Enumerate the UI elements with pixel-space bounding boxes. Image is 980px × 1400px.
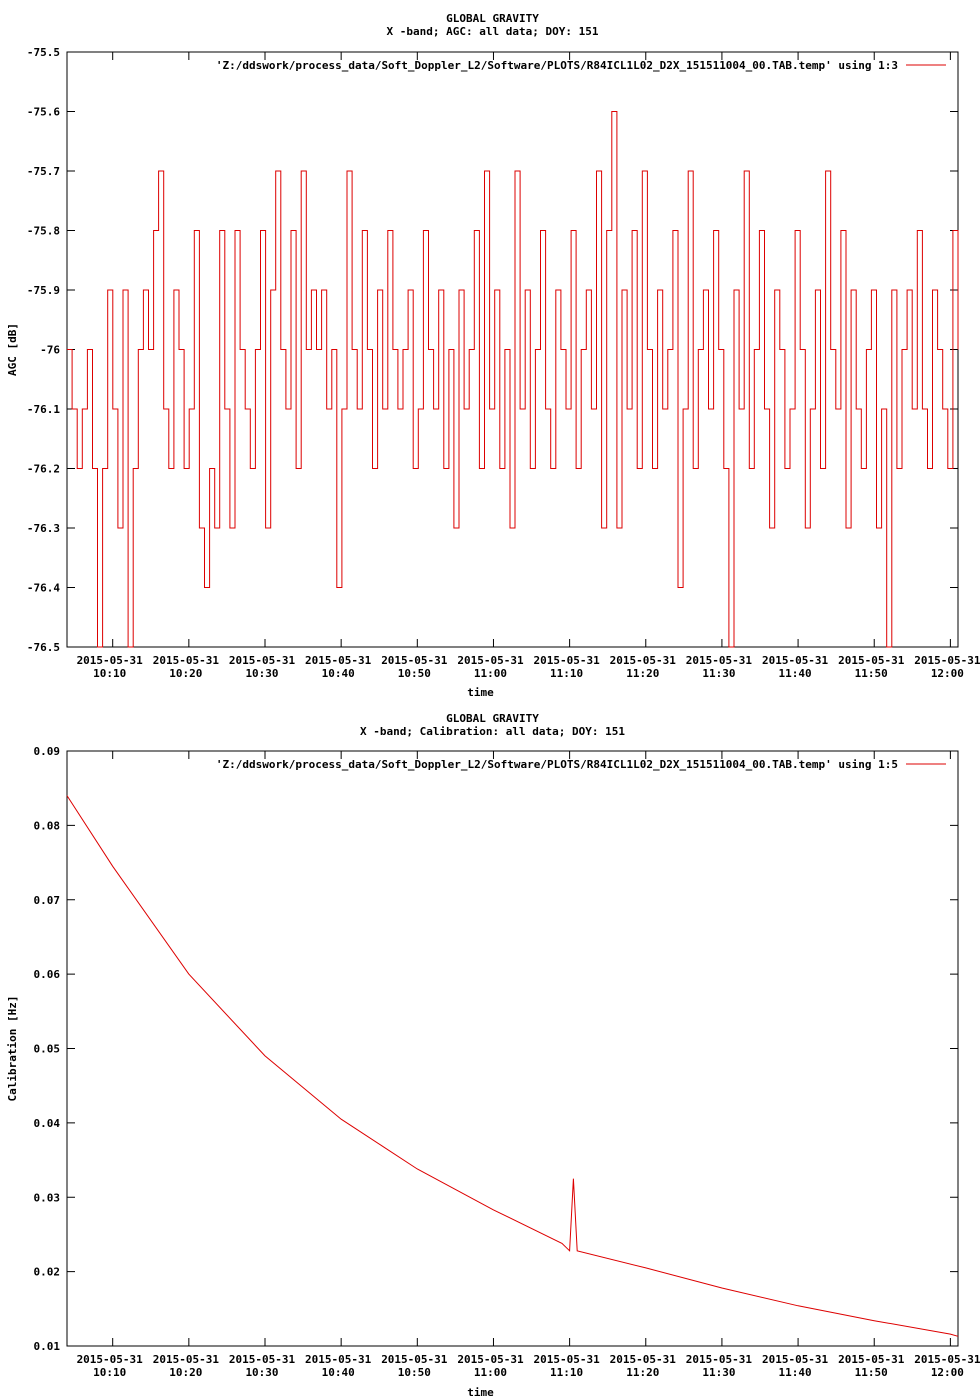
- y-tick-label: -76.2: [27, 463, 60, 476]
- x-tick-label-time: 10:20: [169, 667, 202, 680]
- y-tick-label: -75.8: [27, 225, 60, 238]
- x-tick-label-time: 11:20: [626, 1366, 659, 1379]
- x-tick-label-date: 2015-05-31: [610, 1353, 677, 1366]
- x-tick-label-date: 2015-05-31: [533, 1353, 600, 1366]
- x-tick-label-time: 11:30: [702, 1366, 735, 1379]
- y-tick-label: -75.7: [27, 165, 60, 178]
- y-tick-label: 0.05: [34, 1043, 61, 1056]
- y-tick-label: 0.03: [34, 1191, 61, 1204]
- x-tick-label-time: 11:40: [779, 1366, 812, 1379]
- x-tick-label-time: 10:40: [322, 667, 355, 680]
- y-tick-label: 0.04: [34, 1117, 61, 1130]
- x-axis-label: time: [467, 686, 494, 699]
- y-axis-label: AGC [dB]: [6, 323, 19, 376]
- y-tick-label: 0.02: [34, 1266, 61, 1279]
- x-tick-label-date: 2015-05-31: [457, 654, 524, 667]
- x-tick-label-time: 11:00: [474, 667, 507, 680]
- x-tick-label-date: 2015-05-31: [914, 1353, 980, 1366]
- chart-title: GLOBAL GRAVITY: [446, 12, 539, 25]
- series-line: [67, 111, 959, 648]
- y-tick-label: -75.6: [27, 106, 60, 119]
- x-tick-label-date: 2015-05-31: [229, 1353, 296, 1366]
- x-tick-label-date: 2015-05-31: [838, 1353, 905, 1366]
- x-tick-label-time: 12:00: [931, 1366, 964, 1379]
- y-tick-label: -76.4: [27, 582, 60, 595]
- x-tick-label-time: 11:20: [626, 667, 659, 680]
- chart-subtitle: X -band; Calibration: all data; DOY: 151: [360, 725, 625, 738]
- x-tick-label-time: 10:20: [169, 1366, 202, 1379]
- x-tick-label-date: 2015-05-31: [686, 1353, 753, 1366]
- x-tick-label-date: 2015-05-31: [381, 654, 448, 667]
- x-tick-label-date: 2015-05-31: [457, 1353, 524, 1366]
- x-tick-label-date: 2015-05-31: [686, 654, 753, 667]
- y-tick-label: -76: [40, 344, 60, 357]
- y-tick-label: 0.09: [34, 745, 61, 758]
- x-tick-label-date: 2015-05-31: [77, 654, 144, 667]
- x-tick-label-date: 2015-05-31: [610, 654, 677, 667]
- y-tick-label: -75.5: [27, 46, 60, 59]
- x-tick-label-time: 10:50: [398, 1366, 431, 1379]
- y-axis-label: Calibration [Hz]: [6, 996, 19, 1102]
- x-tick-label-date: 2015-05-31: [153, 654, 220, 667]
- x-tick-label-time: 12:00: [931, 667, 964, 680]
- x-tick-label-date: 2015-05-31: [838, 654, 905, 667]
- plot-frame: [66, 750, 959, 1347]
- chart-subtitle: X -band; AGC: all data; DOY: 151: [387, 25, 599, 38]
- x-tick-label-time: 10:10: [93, 667, 126, 680]
- x-tick-label-date: 2015-05-31: [762, 654, 829, 667]
- x-tick-label-date: 2015-05-31: [914, 654, 980, 667]
- x-tick-label-time: 10:30: [245, 1366, 278, 1379]
- x-tick-label-date: 2015-05-31: [305, 654, 372, 667]
- x-tick-label-time: 10:10: [93, 1366, 126, 1379]
- x-tick-label-time: 10:50: [398, 667, 431, 680]
- chart-title: GLOBAL GRAVITY: [446, 712, 539, 725]
- x-tick-label-time: 11:30: [702, 667, 735, 680]
- x-tick-label-date: 2015-05-31: [229, 654, 296, 667]
- x-tick-label-time: 10:40: [322, 1366, 355, 1379]
- plot-frame: [66, 51, 959, 648]
- x-tick-label-time: 11:50: [855, 667, 888, 680]
- y-tick-label: -76.5: [27, 641, 60, 654]
- legend-label: 'Z:/ddswork/process_data/Soft_Doppler_L2…: [216, 758, 898, 771]
- y-tick-label: -75.9: [27, 284, 60, 297]
- y-tick-label: -76.3: [27, 522, 60, 535]
- x-tick-label-date: 2015-05-31: [533, 654, 600, 667]
- x-tick-label-date: 2015-05-31: [381, 1353, 448, 1366]
- x-axis-label: time: [467, 1386, 494, 1399]
- x-tick-label-time: 10:30: [245, 667, 278, 680]
- x-tick-label-date: 2015-05-31: [77, 1353, 144, 1366]
- y-tick-label: 0.06: [34, 968, 61, 981]
- x-tick-label-time: 11:50: [855, 1366, 888, 1379]
- x-tick-label-time: 11:00: [474, 1366, 507, 1379]
- y-tick-label: 0.01: [34, 1340, 61, 1353]
- series-line: [66, 795, 959, 1337]
- x-tick-label-time: 11:40: [779, 667, 812, 680]
- y-tick-label: -76.1: [27, 403, 60, 416]
- x-tick-label-time: 11:10: [550, 667, 583, 680]
- x-tick-label-date: 2015-05-31: [305, 1353, 372, 1366]
- x-tick-label-date: 2015-05-31: [153, 1353, 220, 1366]
- y-tick-label: 0.08: [34, 819, 61, 832]
- x-tick-label-time: 11:10: [550, 1366, 583, 1379]
- y-tick-label: 0.07: [34, 894, 61, 907]
- x-tick-label-date: 2015-05-31: [762, 1353, 829, 1366]
- legend-label: 'Z:/ddswork/process_data/Soft_Doppler_L2…: [216, 59, 898, 72]
